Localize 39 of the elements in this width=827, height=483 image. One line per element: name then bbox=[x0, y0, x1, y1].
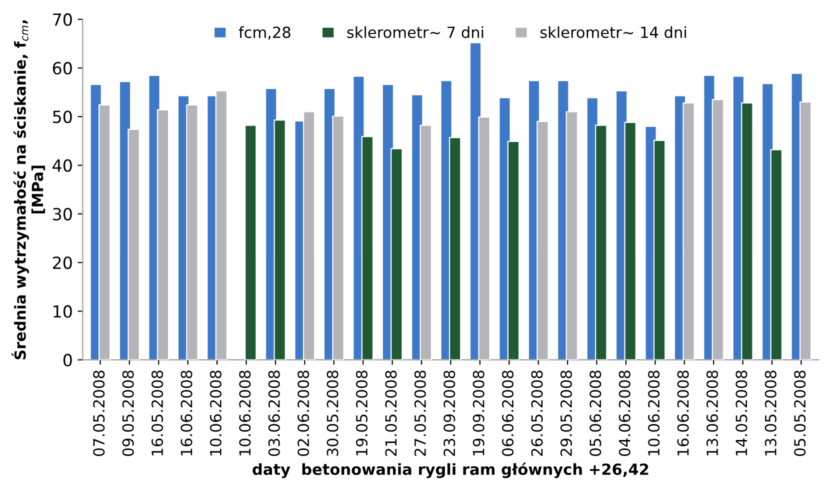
x-tick-label: 19.09.2008 bbox=[472, 370, 484, 456]
x-tick-label: 14.05.2008 bbox=[736, 370, 748, 456]
x-tick-label: 19.05.2008 bbox=[356, 370, 368, 456]
x-tick-label: 21.05.2008 bbox=[385, 370, 397, 456]
y-tick-label: 70 bbox=[53, 13, 72, 26]
x-tick-label: 07.05.2008 bbox=[93, 370, 105, 456]
x-tick-label: 16.06.2008 bbox=[677, 370, 689, 456]
legend-label: fcm,28 bbox=[238, 26, 290, 40]
x-tick-label: 13.05.2008 bbox=[764, 370, 776, 456]
legend-label: sklerometr~ 7 dni bbox=[347, 26, 484, 38]
y-tick-label: 10 bbox=[54, 305, 72, 318]
x-tick-label: 16.06.2008 bbox=[180, 370, 192, 456]
y-tick-label: 50 bbox=[53, 110, 72, 124]
x-tick-label: 03.06.2008 bbox=[268, 370, 280, 456]
y-tick-label: 30 bbox=[53, 208, 72, 220]
text: Średnia wytrzymałość na ściskanie, f$_{cm}$, [MPa] bbox=[12, 20, 46, 360]
x-tick-label: 26.05.2008 bbox=[531, 370, 543, 456]
x-axis-title: daty betonowania rygli ram głównych +26,42 bbox=[252, 462, 648, 478]
y-tick-label: 0 bbox=[63, 354, 72, 366]
x-tick-label: 29.05.2008 bbox=[560, 370, 572, 456]
x-tick-label: 23.09.2008 bbox=[444, 370, 456, 456]
x-tick-label: 06.06.2008 bbox=[502, 370, 514, 456]
x-tick-label: 05.05.2008 bbox=[794, 370, 806, 456]
x-tick-label: 10.06.2008 bbox=[648, 370, 660, 456]
y-tick-label: 40 bbox=[52, 159, 72, 172]
x-tick-label: 30.05.2008 bbox=[326, 370, 338, 456]
x-tick-label: 02.06.2008 bbox=[298, 370, 310, 456]
x-tick-label: 05.06.2008 bbox=[590, 370, 602, 456]
x-tick-label: 10.06.2008 bbox=[239, 370, 251, 456]
x-tick-label: 04.06.2008 bbox=[618, 370, 630, 456]
x-tick-label: 27.05.2008 bbox=[414, 370, 426, 456]
legend-label: sklerometr~ 14 dni bbox=[540, 26, 686, 38]
x-tick-label: 16.05.2008 bbox=[152, 370, 164, 456]
y-tick-label: 60 bbox=[52, 62, 72, 75]
x-tick-label: 13.06.2008 bbox=[706, 370, 718, 456]
y-tick-label: 20 bbox=[52, 256, 72, 270]
x-tick-label: 09.05.2008 bbox=[122, 370, 134, 456]
x-tick-label: 10.06.2008 bbox=[210, 370, 222, 456]
bar bbox=[244, 124, 257, 360]
